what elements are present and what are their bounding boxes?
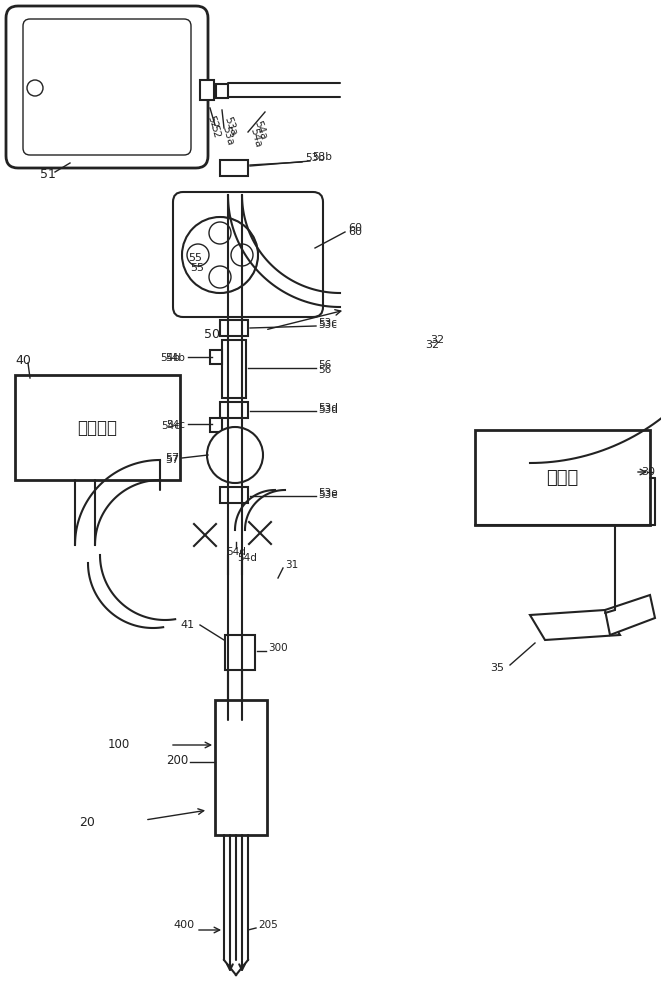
Bar	[222, 340, 246, 398]
Text: 51: 51	[40, 168, 56, 182]
Text: 控制部: 控制部	[547, 468, 578, 487]
FancyBboxPatch shape	[6, 6, 208, 168]
Circle shape	[182, 217, 258, 293]
Circle shape	[207, 427, 263, 483]
Text: 54c: 54c	[161, 421, 180, 431]
FancyBboxPatch shape	[173, 192, 323, 317]
Text: 31: 31	[285, 560, 298, 570]
Circle shape	[231, 244, 253, 266]
Text: 100: 100	[108, 738, 130, 752]
FancyBboxPatch shape	[23, 19, 191, 155]
Text: 53d: 53d	[318, 405, 338, 415]
Text: 40: 40	[15, 354, 31, 366]
Circle shape	[209, 222, 231, 244]
Text: 300: 300	[268, 643, 288, 653]
Text: 54a: 54a	[248, 127, 262, 149]
Bar	[475, 430, 650, 525]
Text: 56: 56	[318, 365, 331, 375]
Circle shape	[209, 266, 231, 288]
Text: 32: 32	[430, 335, 444, 345]
Bar	[210, 418, 222, 432]
Circle shape	[187, 244, 209, 266]
Text: 53c: 53c	[318, 320, 337, 330]
Text: 30: 30	[641, 467, 655, 477]
Text: 50: 50	[204, 328, 220, 340]
Text: 53b: 53b	[305, 153, 325, 163]
Text: 52: 52	[208, 124, 221, 140]
Text: 60: 60	[348, 227, 362, 237]
Bar	[220, 402, 248, 418]
Text: 54b: 54b	[160, 353, 180, 363]
Text: 55: 55	[188, 253, 202, 263]
Bar	[220, 320, 248, 336]
Polygon shape	[530, 610, 620, 640]
Text: 53e: 53e	[318, 488, 338, 498]
Bar	[215, 700, 267, 835]
Text: 57: 57	[165, 455, 179, 465]
Bar	[200, 80, 214, 100]
Text: 35: 35	[490, 663, 504, 673]
Bar	[15, 375, 180, 480]
Bar	[216, 84, 228, 98]
Text: 吸引装置: 吸引装置	[77, 418, 118, 436]
Bar	[225, 635, 255, 670]
Text: 54d: 54d	[226, 547, 246, 557]
Text: 41: 41	[180, 620, 194, 630]
Text: 53e: 53e	[318, 490, 338, 500]
Text: 205: 205	[258, 920, 278, 930]
Circle shape	[27, 80, 43, 96]
Text: 200: 200	[166, 754, 188, 766]
Text: 32: 32	[425, 340, 439, 350]
Text: 53c: 53c	[318, 318, 337, 328]
Text: 53b: 53b	[312, 152, 332, 162]
Text: 54c: 54c	[166, 420, 185, 430]
Bar	[210, 350, 222, 364]
Text: 55: 55	[190, 263, 204, 273]
Text: 54d: 54d	[237, 553, 257, 563]
Text: 54b: 54b	[165, 353, 185, 363]
Text: 53a: 53a	[220, 125, 235, 147]
Bar	[220, 160, 248, 176]
Text: 57: 57	[165, 453, 179, 463]
Text: 53d: 53d	[318, 403, 338, 413]
Text: 53a: 53a	[222, 115, 238, 137]
Text: 400: 400	[174, 920, 195, 930]
Text: 54a: 54a	[252, 119, 268, 141]
Text: 52: 52	[205, 114, 219, 130]
Polygon shape	[605, 595, 655, 635]
Text: 56: 56	[318, 360, 331, 370]
Bar	[220, 487, 248, 503]
Text: 20: 20	[79, 816, 95, 830]
Text: 60: 60	[348, 223, 362, 233]
